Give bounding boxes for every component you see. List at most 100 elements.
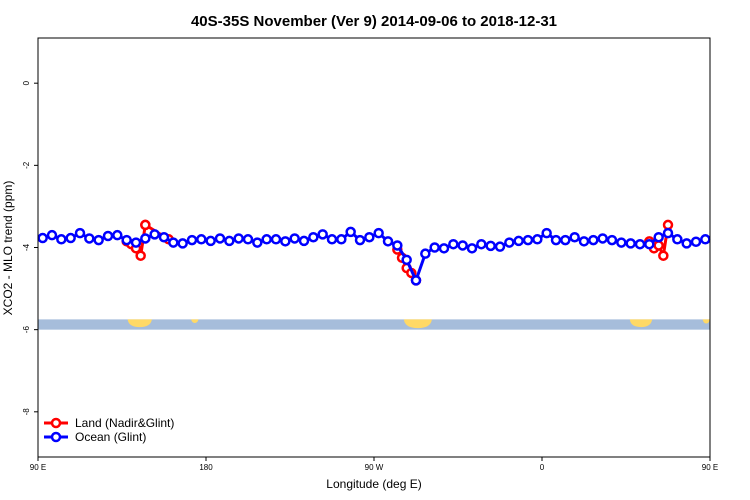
ocean-point	[700, 234, 711, 245]
ocean-point	[653, 231, 664, 243]
ocean-point	[569, 231, 580, 243]
ocean-point	[261, 234, 272, 245]
ocean-point	[46, 229, 58, 241]
ocean-point	[457, 240, 468, 251]
x-tick-label: 90 E	[702, 463, 718, 472]
ocean-point	[317, 229, 328, 240]
ocean-point	[522, 234, 534, 246]
ocean-point	[280, 236, 291, 247]
y-axis-ticks: 0 -2 -4 -6 -8	[22, 80, 38, 415]
legend-ocean-marker	[50, 431, 62, 443]
land-blob-0	[127, 319, 152, 328]
ocean-point	[560, 234, 571, 246]
ocean-point	[252, 237, 263, 248]
ocean-point	[130, 237, 142, 248]
ocean-strip	[38, 319, 710, 330]
ocean-point	[494, 241, 506, 252]
ocean-point	[233, 233, 244, 244]
ocean-point	[140, 233, 151, 244]
chart-title: 40S-35S November (Ver 9) 2014-09-06 to 2…	[191, 13, 557, 30]
x-tick-label: 0	[540, 463, 545, 472]
legend-ocean-label: Ocean (Glint)	[75, 430, 146, 444]
ocean-point	[597, 233, 608, 244]
land-point	[135, 250, 146, 261]
ocean-point	[550, 234, 562, 246]
ocean-point	[392, 240, 403, 251]
ocean-point	[448, 238, 459, 250]
ocean-point	[308, 231, 319, 243]
ocean-point	[532, 234, 543, 245]
x-axis-ticks: 90 E 180 90 W 0 90 E	[30, 457, 718, 472]
ocean-point	[65, 232, 76, 244]
legend-land-label: Land (Nadir&Glint)	[75, 416, 174, 430]
x-tick-label: 90 E	[30, 463, 46, 472]
x-axis-label: Longitude (deg E)	[326, 477, 421, 491]
ocean-point	[177, 238, 188, 249]
ocean-point	[289, 233, 300, 244]
ocean-point	[578, 236, 590, 247]
y-axis-label: XCO2 - MLO trend (ppm)	[1, 181, 15, 316]
land-blob-4	[702, 319, 710, 324]
ocean-point	[205, 235, 216, 247]
legend: Land (Nadir&Glint) Ocean (Glint)	[44, 416, 174, 444]
y-tick-label: 0	[22, 80, 31, 85]
x-tick-label: 180	[199, 463, 213, 472]
ocean-point	[224, 235, 235, 247]
ocean-point	[476, 238, 487, 250]
ocean-point	[102, 230, 114, 242]
ocean-point	[662, 227, 674, 239]
ocean-point	[158, 231, 170, 243]
ocean-point	[466, 243, 478, 254]
ocean-point	[504, 237, 515, 248]
land-point	[140, 219, 151, 231]
ocean-point	[485, 240, 496, 252]
ocean-point	[93, 234, 104, 246]
ocean-point	[121, 234, 132, 246]
ocean-point	[74, 227, 86, 239]
ocean-point	[382, 236, 394, 247]
ocean-point	[420, 248, 431, 259]
ocean-point	[681, 238, 692, 249]
ocean-point	[37, 232, 48, 244]
ocean-point	[336, 234, 347, 245]
ocean-point	[214, 233, 226, 244]
ocean-point	[690, 236, 702, 247]
y-tick-label: -2	[22, 161, 31, 169]
ocean-point	[672, 234, 683, 245]
ocean-point	[84, 233, 95, 244]
ocean-point	[606, 234, 618, 246]
y-tick-label: -4	[22, 243, 31, 251]
y-tick-label: -6	[22, 326, 31, 334]
ocean-point	[354, 234, 366, 246]
land-ocean-strip	[38, 319, 710, 330]
ocean-point	[438, 243, 450, 254]
ocean-point	[644, 238, 655, 250]
ocean-point	[429, 242, 440, 253]
ocean-point	[186, 234, 198, 246]
land-point	[658, 250, 669, 261]
ocean-point	[410, 275, 422, 286]
land-point	[662, 219, 674, 231]
ocean-point	[196, 234, 207, 245]
ocean-point	[373, 227, 384, 239]
y-tick-label: -8	[22, 408, 31, 416]
ocean-point	[588, 234, 599, 246]
ocean-point	[242, 234, 254, 245]
land-blob-2	[403, 319, 432, 329]
ocean-point	[345, 226, 356, 238]
x-tick-label: 90 W	[365, 463, 384, 472]
series-layer	[37, 219, 711, 286]
legend-land-marker	[50, 417, 62, 429]
ocean-point	[513, 235, 524, 247]
ocean-point	[616, 237, 627, 248]
ocean-point	[112, 229, 123, 241]
ocean-point	[625, 238, 636, 249]
ocean-point	[149, 229, 160, 240]
land-blob-1	[191, 319, 199, 323]
ocean-point	[401, 254, 412, 266]
land-blob-3	[629, 319, 653, 328]
ocean-point	[56, 234, 67, 245]
ocean-point	[326, 234, 338, 245]
